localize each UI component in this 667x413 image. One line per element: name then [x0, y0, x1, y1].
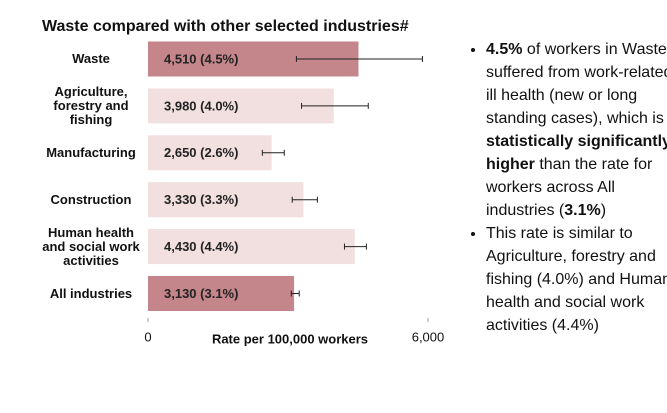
note-text: ) [600, 202, 607, 219]
value-label: 2,650 (2.6%) [164, 145, 238, 160]
note: 4.5% of workers in Waste suffered from w… [486, 38, 667, 222]
chart-title: Waste compared with other selected indus… [42, 18, 409, 35]
value-label: 4,510 (4.5%) [164, 51, 238, 66]
x-tick-label: 0 [144, 329, 151, 344]
bar [148, 229, 355, 265]
x-axis-label: Rate per 100,000 workers [212, 331, 368, 346]
category-label: Construction [50, 191, 132, 207]
x-tick-label: 6,000 [412, 329, 445, 344]
note-text: of workers in Waste suffered from work-r… [486, 41, 667, 127]
note-text: This rate is similar to Agriculture, for… [486, 225, 667, 334]
value-label: 3,980 (4.0%) [164, 98, 238, 113]
bar [148, 182, 304, 218]
value-label: 4,430 (4.4%) [164, 239, 238, 254]
value-label: 3,330 (3.3%) [164, 192, 238, 207]
bar [148, 276, 295, 311]
category-label: Manufacturing [46, 144, 136, 160]
value-label: 3,130 (3.1%) [164, 286, 238, 301]
note-text: statistically significantly higher [486, 133, 667, 173]
note: This rate is similar to Agriculture, for… [486, 222, 667, 337]
note-text: than the rate for workers across All ind… [486, 156, 653, 219]
note-text: 3.1% [564, 202, 601, 219]
bar [148, 135, 272, 171]
category-label: Waste [72, 51, 110, 66]
category-label: Human health and social work activities [42, 224, 140, 268]
category-label: Agriculture, forestry and fishing [53, 83, 129, 127]
category-label: All industries [49, 285, 133, 301]
note-text: 4.5% [486, 41, 523, 58]
notes: 4.5% of workers in Waste suffered from w… [462, 38, 667, 337]
